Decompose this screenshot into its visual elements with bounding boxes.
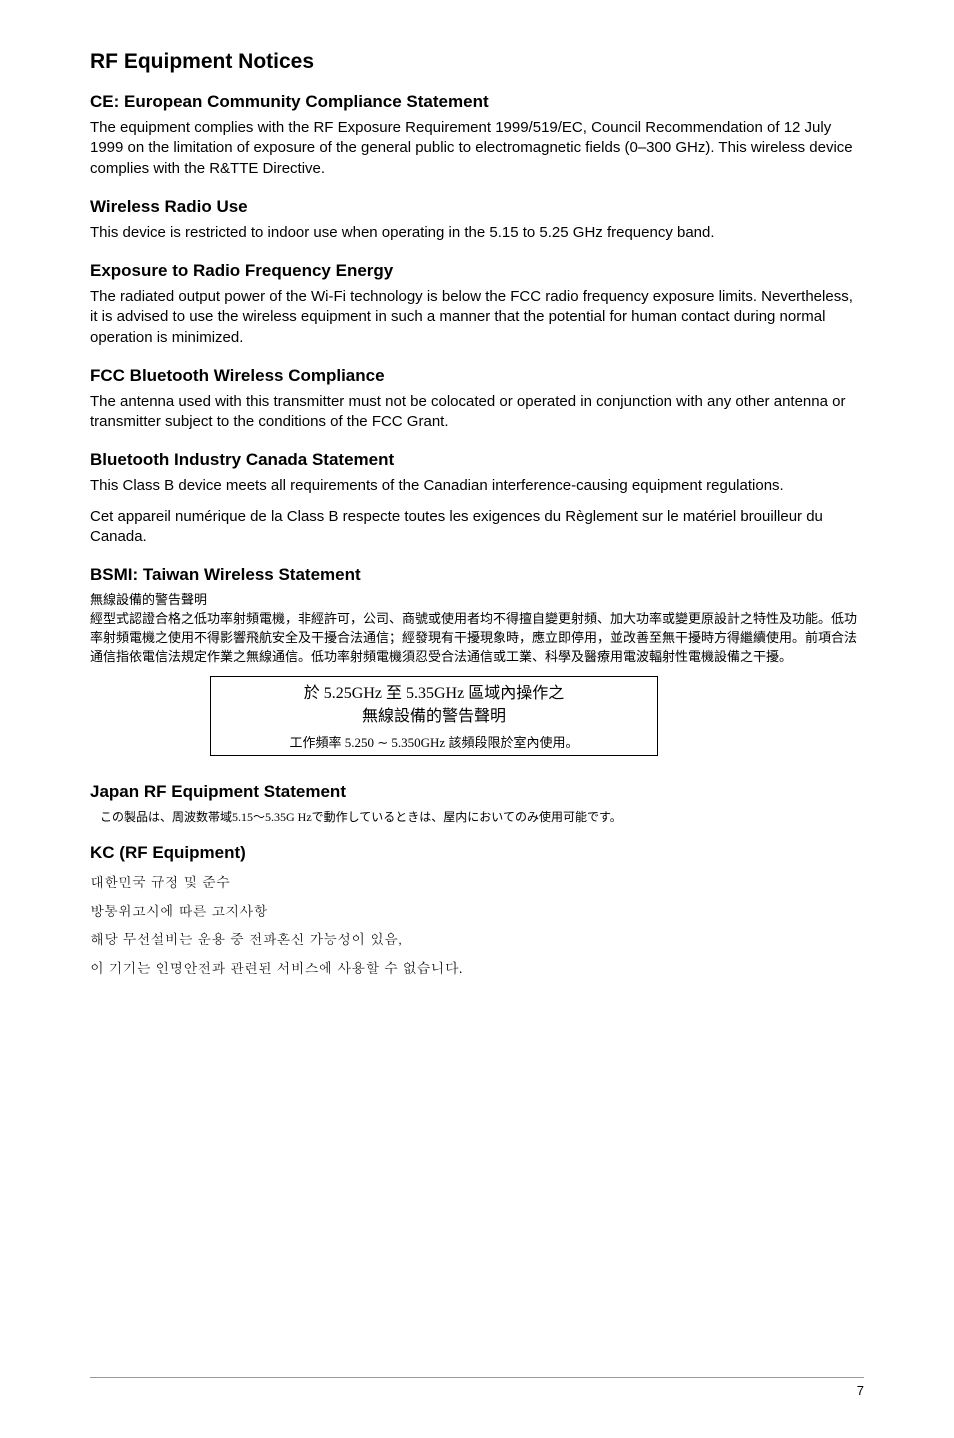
body-paragraph: The equipment complies with the RF Expos…: [90, 118, 864, 179]
bsmi-cjk-body: 經型式認證合格之低功率射頻電機，非經許可，公司、商號或使用者均不得擅自變更射頻、…: [90, 610, 864, 667]
section-heading: Exposure to Radio Frequency Energy: [90, 261, 864, 281]
body-paragraph: Cet appareil numérique de la Class B res…: [90, 507, 864, 548]
body-paragraph: This device is restricted to indoor use …: [90, 223, 864, 243]
section-heading: CE: European Community Compliance Statem…: [90, 92, 864, 112]
japan-text: この製品は、周波数帯域5.15〜5.35G Hzで動作しているときは、屋内におい…: [100, 808, 864, 825]
section-ce: CE: European Community Compliance Statem…: [90, 92, 864, 179]
section-bsmi: BSMI: Taiwan Wireless Statement 無線設備的警告聲…: [90, 565, 864, 756]
bsmi-box-title-line2: 無線設備的警告聲明: [219, 706, 649, 728]
section-heading: FCC Bluetooth Wireless Compliance: [90, 366, 864, 386]
body-paragraph: The radiated output power of the Wi-Fi t…: [90, 287, 864, 348]
section-heading: BSMI: Taiwan Wireless Statement: [90, 565, 864, 585]
section-rf-exposure: Exposure to Radio Frequency Energy The r…: [90, 261, 864, 348]
bsmi-box-sub: 工作頻率 5.250 ∼ 5.350GHz 該頻段限於室內使用。: [219, 732, 649, 751]
kc-line: 해당 무선설비는 운용 중 전파혼신 가능성이 있음,: [90, 926, 864, 951]
bsmi-cjk-title: 無線設備的警告聲明: [90, 591, 864, 610]
body-paragraph: This Class B device meets all requiremen…: [90, 476, 864, 496]
section-japan: Japan RF Equipment Statement この製品は、周波数帯域…: [90, 782, 864, 825]
kc-line: 이 기기는 인명안전과 관련된 서비스에 사용할 수 없습니다.: [90, 955, 864, 980]
section-kc: KC (RF Equipment) 대한민국 규정 및 준수 방통위고시에 따른…: [90, 843, 864, 979]
page-number: 7: [857, 1383, 864, 1398]
main-heading: RF Equipment Notices: [90, 50, 864, 74]
kc-line: 대한민국 규정 및 준수: [90, 869, 864, 894]
section-heading: KC (RF Equipment): [90, 843, 864, 863]
section-heading: Japan RF Equipment Statement: [90, 782, 864, 802]
kc-line: 방통위고시에 따른 고지사항: [90, 898, 864, 923]
section-fcc-bluetooth: FCC Bluetooth Wireless Compliance The an…: [90, 366, 864, 433]
body-paragraph: The antenna used with this transmitter m…: [90, 392, 864, 433]
section-bluetooth-canada: Bluetooth Industry Canada Statement This…: [90, 450, 864, 547]
bsmi-box-title-line1: 於 5.25GHz 至 5.35GHz 區域內操作之: [219, 683, 649, 705]
section-heading: Bluetooth Industry Canada Statement: [90, 450, 864, 470]
section-heading: Wireless Radio Use: [90, 197, 864, 217]
bsmi-box: 於 5.25GHz 至 5.35GHz 區域內操作之 無線設備的警告聲明 工作頻…: [210, 676, 658, 756]
footer-divider: [90, 1377, 864, 1378]
section-wireless-radio: Wireless Radio Use This device is restri…: [90, 197, 864, 243]
